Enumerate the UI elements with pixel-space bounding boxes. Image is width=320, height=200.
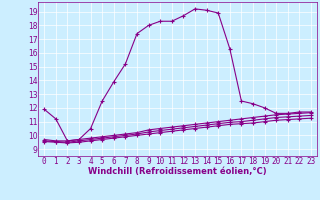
X-axis label: Windchill (Refroidissement éolien,°C): Windchill (Refroidissement éolien,°C) (88, 167, 267, 176)
